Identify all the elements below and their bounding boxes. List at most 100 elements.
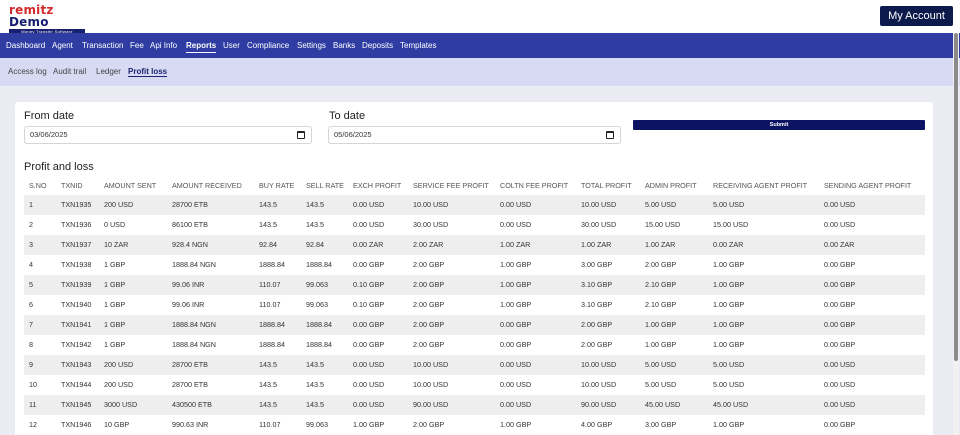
table-cell: 1.00 GBP (645, 320, 677, 329)
table-cell: 11 (29, 400, 37, 409)
table-cell: 1888.84 NGN (172, 340, 216, 349)
logo-name-part2: Demo (9, 15, 49, 29)
table-cell: 2.00 GBP (413, 420, 445, 429)
brand-logo[interactable]: remitz Demo Money Transfer Software (9, 4, 88, 35)
report-subnav: Access log Audit trail Ledger Profit los… (0, 58, 960, 86)
table-cell: 2 (29, 220, 33, 229)
subnav-ledger[interactable]: Ledger (96, 67, 121, 76)
table-cell: 8 (29, 340, 33, 349)
table-cell: 0.00 USD (824, 360, 856, 369)
table-cell: 1.00 GBP (713, 260, 745, 269)
nav-item-transaction[interactable]: Transaction (82, 41, 124, 50)
table-row: 5 TXN1939 1 GBP 99.06 INR 110.07 99.063 0.10 G… (24, 275, 925, 295)
nav-item-user[interactable]: User (223, 41, 240, 50)
subnav-profit-loss[interactable]: Profit loss (128, 58, 168, 86)
table-cell: 10 (29, 380, 37, 389)
table-cell: TXN1936 (61, 220, 92, 229)
nav-item-templates[interactable]: Templates (400, 41, 437, 50)
table-cell: 92.84 (259, 240, 277, 249)
table-cell: 10.00 USD (581, 200, 617, 209)
nav-item-dashboard[interactable]: Dashboard (6, 41, 46, 50)
nav-item-fee[interactable]: Fee (130, 41, 144, 50)
from-date-input[interactable]: 03/06/2025 (24, 126, 312, 144)
table-cell: 5.00 USD (645, 380, 677, 389)
table-cell: 0.00 GBP (353, 260, 385, 269)
column-header: SERVICE FEE PROFIT (413, 181, 489, 190)
table-cell: 200 USD (104, 200, 134, 209)
table-cell: TXN1942 (61, 340, 92, 349)
table-header: S.NO TXNID AMOUNT SENT AMOUNT RECEIVED BUY R… (24, 177, 925, 195)
table-cell: 1888.84 (306, 340, 332, 349)
nav-item-settings[interactable]: Settings (297, 41, 326, 50)
table-cell: 2.00 GBP (413, 300, 445, 309)
column-header: EXCH PROFIT (353, 181, 402, 190)
table-cell: 45.00 USD (645, 400, 681, 409)
table-cell: 1.00 GBP (645, 340, 677, 349)
to-date-value: 05/06/2025 (334, 130, 372, 139)
table-cell: 1.00 ZAR (581, 240, 612, 249)
table-cell: 0.00 USD (500, 220, 532, 229)
table-cell: 5.00 USD (713, 380, 745, 389)
submit-button[interactable]: Submit (633, 120, 925, 130)
column-header: SENDING AGENT PROFIT (824, 181, 912, 190)
table-cell: 90.00 USD (413, 400, 449, 409)
to-date-input[interactable]: 05/06/2025 (328, 126, 621, 144)
table-cell: 1.00 GBP (713, 420, 745, 429)
table-cell: 143.5 (306, 400, 324, 409)
table-cell: 1.00 ZAR (645, 240, 676, 249)
table-cell: 5.00 USD (713, 360, 745, 369)
table-row: 8 TXN1942 1 GBP 1888.84 NGN 1888.84 1888.84 0.… (24, 335, 925, 355)
table-cell: 0.00 GBP (824, 300, 856, 309)
table-cell: 5.00 USD (645, 200, 677, 209)
table-cell: 0.00 USD (353, 400, 385, 409)
table-cell: 5 (29, 280, 33, 289)
table-cell: 1 (29, 200, 33, 209)
table-cell: TXN1943 (61, 360, 92, 369)
nav-item-compliance[interactable]: Compliance (247, 41, 290, 50)
report-title: Profit and loss (24, 161, 94, 173)
table-cell: 28700 ETB (172, 380, 208, 389)
table-cell: 143.5 (259, 200, 277, 209)
table-cell: 86100 ETB (172, 220, 208, 229)
table-cell: 2.10 GBP (645, 300, 677, 309)
table-cell: 143.5 (259, 380, 277, 389)
column-header: SELL RATE (306, 181, 344, 190)
table-cell: 0.00 USD (353, 220, 385, 229)
table-cell: 0.00 GBP (353, 340, 385, 349)
nav-item-agent[interactable]: Agent (52, 41, 73, 50)
table-cell: 15.00 USD (645, 220, 681, 229)
calendar-icon[interactable] (606, 131, 614, 139)
page-scrollbar[interactable] (953, 33, 959, 435)
profit-loss-card: From date 03/06/2025 To date 05/06/2025 … (15, 102, 933, 435)
table-cell: 110.07 (259, 300, 281, 309)
table-cell: 0 USD (104, 220, 126, 229)
table-cell: 15.00 USD (713, 220, 749, 229)
table-cell: 0.00 ZAR (353, 240, 384, 249)
table-cell: TXN1945 (61, 400, 92, 409)
my-account-button[interactable]: My Account (880, 6, 953, 26)
table-cell: 1.00 GBP (500, 420, 532, 429)
table-cell: 90.00 USD (581, 400, 617, 409)
table-cell: 3.10 GBP (581, 280, 613, 289)
table-cell: 0.00 ZAR (824, 240, 855, 249)
subnav-access-log[interactable]: Access log (8, 67, 47, 76)
table-row: 4 TXN1938 1 GBP 1888.84 NGN 1888.84 1888.84 0.… (24, 255, 925, 275)
nav-item-deposits[interactable]: Deposits (362, 41, 394, 50)
table-cell: 143.5 (259, 220, 277, 229)
nav-item-reports[interactable]: Reports (186, 33, 217, 58)
table-row: 7 TXN1941 1 GBP 1888.84 NGN 1888.84 1888.84 0.… (24, 315, 925, 335)
subnav-audit-trail[interactable]: Audit trail (53, 67, 87, 76)
nav-item-banks[interactable]: Banks (333, 41, 356, 50)
table-cell: 3000 USD (104, 400, 138, 409)
table-cell: 1 GBP (104, 300, 126, 309)
column-header: COLTN FEE PROFIT (500, 181, 569, 190)
table-cell: 990.63 INR (172, 420, 209, 429)
table-cell: 10.00 USD (581, 360, 617, 369)
table-cell: 1888.84 (306, 320, 332, 329)
column-header: AMOUNT RECEIVED (172, 181, 242, 190)
calendar-icon[interactable] (297, 131, 305, 139)
scrollbar-thumb[interactable] (954, 33, 958, 361)
nav-item-api-info[interactable]: Api Info (150, 41, 178, 50)
table-cell: TXN1941 (61, 320, 92, 329)
table-cell: 200 USD (104, 380, 134, 389)
